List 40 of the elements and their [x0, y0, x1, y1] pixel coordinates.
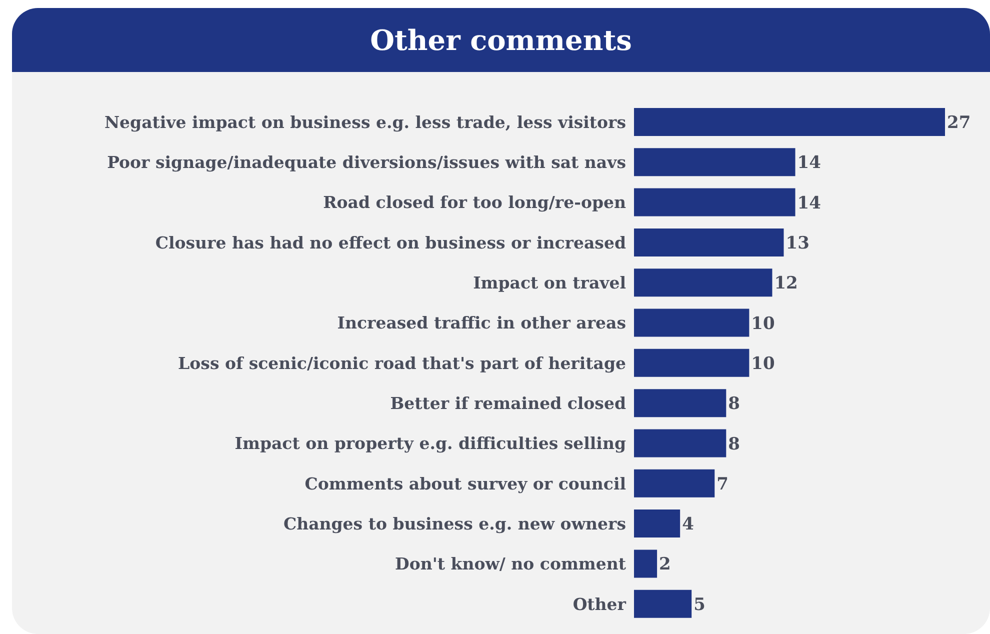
data-label: 8 [728, 394, 740, 414]
bar [634, 108, 945, 136]
y-tick-label: Road closed for too long/re-open [323, 193, 626, 212]
data-label: 10 [751, 314, 776, 334]
bar [634, 348, 750, 377]
bar [634, 590, 692, 618]
data-label: 12 [774, 274, 798, 294]
bar [634, 510, 680, 538]
y-tick-label: Increased traffic in other areas [337, 314, 626, 333]
y-tick-label: Loss of scenic/iconic road that's part of heritage [178, 354, 626, 373]
bar [634, 188, 796, 216]
data-label: 4 [682, 514, 694, 535]
bar [634, 389, 726, 418]
y-tick-label: Closure has had no effect on business or increased [155, 233, 626, 252]
data-label: 2 [659, 554, 671, 575]
y-tick-label: Negative impact on business e.g. less trade, less visitors [104, 112, 626, 132]
y-tick-label: Better if remained closed [390, 394, 626, 414]
bar [634, 550, 658, 578]
bar [634, 228, 784, 256]
y-tick-label: Impact on travel [473, 274, 626, 293]
bar [634, 429, 726, 458]
data-label: 27 [947, 113, 971, 134]
y-tick-label: Comments about survey or council [304, 474, 626, 494]
data-label: 5 [694, 594, 706, 615]
y-tick-label: Impact on property e.g. difficulties selling [234, 434, 626, 454]
y-tick-label: Don't know/ no comment [395, 554, 626, 574]
bar [634, 148, 796, 176]
y-tick-label: Changes to business e.g. new owners [283, 514, 626, 534]
data-label: 14 [797, 153, 822, 174]
chart-title: Other comments [12, 8, 990, 72]
bar [634, 308, 750, 337]
bar [634, 469, 715, 498]
bar [634, 268, 772, 297]
y-tick-label: Other [572, 594, 626, 614]
data-label: 7 [716, 474, 728, 494]
data-label: 13 [786, 233, 810, 254]
data-label: 8 [728, 434, 740, 454]
data-label: 10 [751, 354, 776, 374]
y-tick-label: Poor signage/inadequate diversions/issues with sat navs [107, 153, 626, 172]
data-label: 14 [797, 193, 822, 214]
